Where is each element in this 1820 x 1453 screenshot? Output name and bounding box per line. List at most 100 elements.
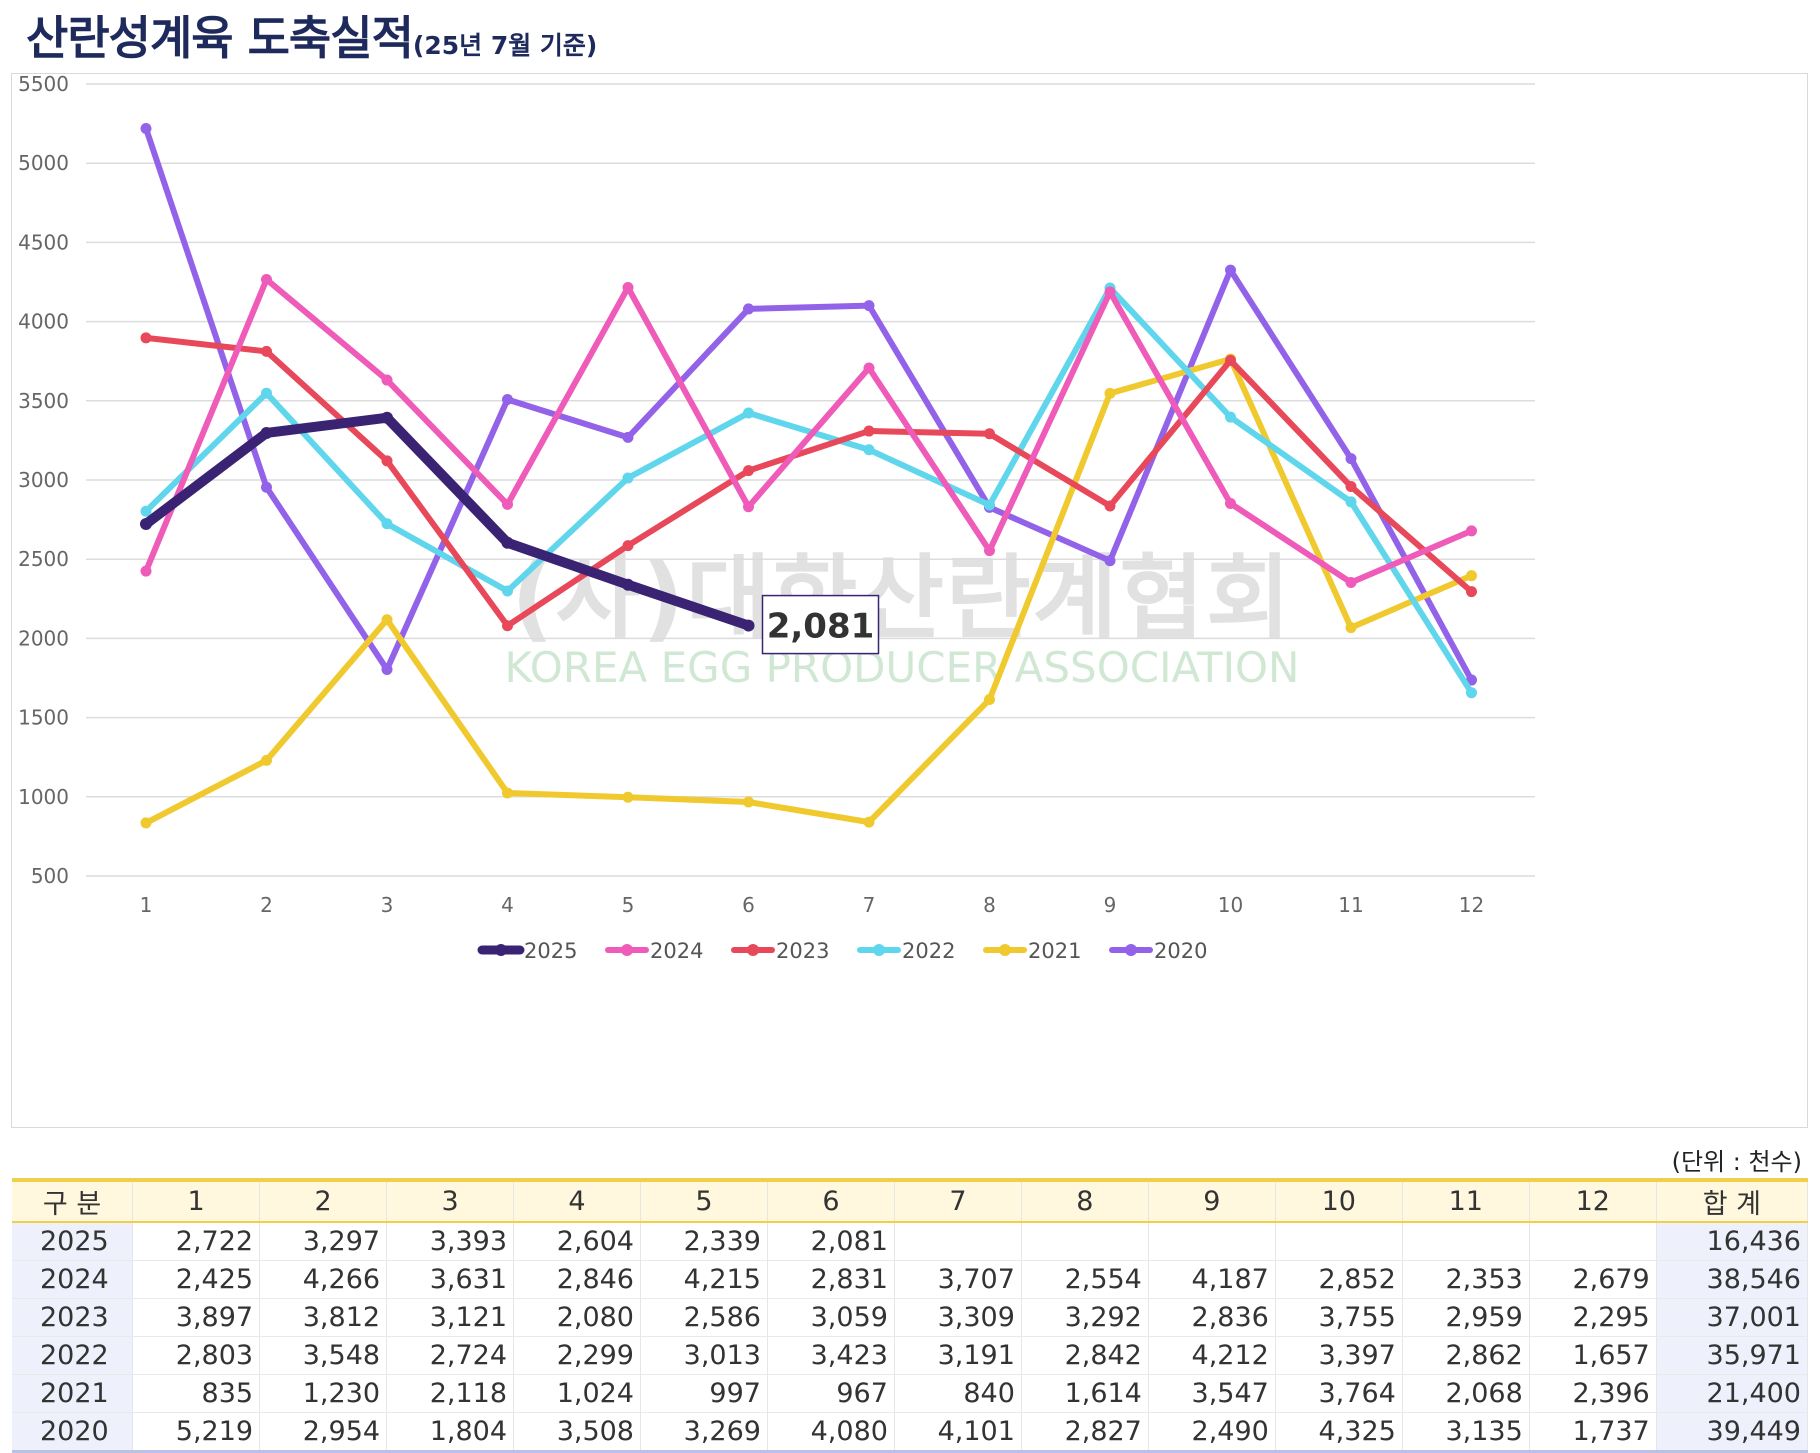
table-cell: 2,425 bbox=[132, 1260, 261, 1299]
table-body: 2025 2,722 3,297 3,393 2,604 2,339 2,081 16,436… bbox=[12, 1222, 1809, 1453]
table-cell: 2,068 bbox=[1402, 1374, 1530, 1413]
table-cell: 2,831 bbox=[767, 1260, 895, 1299]
data-point-2020 bbox=[261, 481, 272, 493]
table-cell: 2,396 bbox=[1529, 1374, 1657, 1413]
table-cell: 4,187 bbox=[1148, 1260, 1276, 1299]
row-year-cell: 2024 bbox=[12, 1260, 134, 1299]
data-point-2022 bbox=[261, 387, 272, 399]
data-point-2024 bbox=[381, 374, 393, 386]
title-main: 산란성계육 도축실적 bbox=[26, 11, 414, 65]
table-row: 2024 2,425 4,266 3,631 2,846 4,215 2,831 3,707 2… bbox=[12, 1260, 1809, 1299]
data-point-2024 bbox=[261, 273, 272, 285]
data-point-2022 bbox=[502, 585, 513, 597]
table-cell: 4,215 bbox=[640, 1260, 768, 1299]
data-point-2025 bbox=[140, 518, 152, 531]
y-tick-label: 3000 bbox=[18, 468, 69, 492]
table-cell: 2,604 bbox=[513, 1222, 641, 1261]
data-point-2021 bbox=[743, 796, 754, 808]
legend-label-2022: 2022 bbox=[902, 939, 955, 963]
table-cell: 2,295 bbox=[1529, 1298, 1657, 1337]
chart-container: (사)대한산란계협회 KOREA EGG PRODUCER ASSOCIATIO… bbox=[11, 73, 1808, 1128]
data-point-2023 bbox=[984, 428, 995, 440]
y-tick-label: 5500 bbox=[18, 74, 69, 96]
table-cell bbox=[1402, 1222, 1530, 1261]
row-total-cell: 16,436 bbox=[1656, 1222, 1809, 1261]
column-header: 11 bbox=[1402, 1178, 1530, 1223]
table-cell: 3,547 bbox=[1148, 1374, 1276, 1413]
table-cell: 4,080 bbox=[767, 1412, 895, 1453]
data-point-2022 bbox=[140, 505, 152, 517]
legend-marker-2023 bbox=[747, 944, 759, 956]
legend-marker-2020 bbox=[1125, 944, 1137, 956]
y-tick-label: 1500 bbox=[18, 706, 69, 730]
data-point-2023 bbox=[1225, 354, 1236, 366]
x-tick-label: 5 bbox=[622, 893, 635, 917]
legend-label-2021: 2021 bbox=[1028, 939, 1081, 963]
x-tick-label: 12 bbox=[1459, 893, 1484, 917]
callout-label: 2,081 bbox=[767, 607, 875, 647]
data-point-2020 bbox=[140, 123, 152, 135]
y-tick-label: 5000 bbox=[18, 151, 69, 175]
table-cell: 2,954 bbox=[259, 1412, 388, 1453]
data-point-2024 bbox=[863, 362, 875, 374]
data-point-2023 bbox=[622, 540, 634, 552]
row-total-cell: 39,449 bbox=[1656, 1412, 1809, 1453]
data-point-2024 bbox=[743, 501, 754, 513]
y-tick-label: 2000 bbox=[18, 626, 69, 650]
table-cell: 2,852 bbox=[1275, 1260, 1403, 1299]
data-point-2020 bbox=[381, 663, 393, 675]
series-line-2021 bbox=[143, 355, 1475, 826]
column-header: 2 bbox=[259, 1178, 388, 1223]
table-cell: 3,191 bbox=[894, 1336, 1022, 1375]
table-cell: 1,737 bbox=[1529, 1412, 1657, 1453]
table-cell: 2,827 bbox=[1021, 1412, 1149, 1453]
table-cell: 3,309 bbox=[894, 1298, 1022, 1337]
table-row: 2022 2,803 3,548 2,724 2,299 3,013 3,423 3,191 2… bbox=[12, 1336, 1809, 1375]
data-point-2020 bbox=[863, 300, 875, 312]
data-point-2023 bbox=[1104, 500, 1116, 512]
legend-label-2020: 2020 bbox=[1154, 939, 1207, 963]
table-cell: 4,101 bbox=[894, 1412, 1022, 1453]
table-cell bbox=[894, 1222, 1022, 1261]
table-cell: 3,897 bbox=[132, 1298, 261, 1337]
x-tick-label: 3 bbox=[381, 893, 394, 917]
table-cell: 4,266 bbox=[259, 1260, 388, 1299]
data-point-2021 bbox=[622, 791, 634, 803]
table-cell bbox=[1275, 1222, 1403, 1261]
data-point-2022 bbox=[381, 518, 393, 530]
table-cell: 3,013 bbox=[640, 1336, 768, 1375]
table-cell: 3,121 bbox=[386, 1298, 515, 1337]
table-cell: 2,353 bbox=[1402, 1260, 1530, 1299]
table-cell: 3,135 bbox=[1402, 1412, 1530, 1453]
table-row: 2025 2,722 3,297 3,393 2,604 2,339 2,081 16,436 bbox=[12, 1222, 1809, 1261]
y-tick-label: 1000 bbox=[18, 785, 69, 809]
title-subtitle: (25년 7월 기준) bbox=[412, 31, 598, 60]
data-point-2020 bbox=[1104, 555, 1116, 567]
data-point-2024 bbox=[622, 282, 634, 294]
column-header: 5 bbox=[640, 1178, 768, 1223]
data-point-2020 bbox=[502, 394, 513, 406]
table-cell: 2,803 bbox=[132, 1336, 261, 1375]
table-cell: 3,764 bbox=[1275, 1374, 1403, 1413]
table-cell: 2,846 bbox=[513, 1260, 641, 1299]
table-cell: 3,292 bbox=[1021, 1298, 1149, 1337]
data-point-2024 bbox=[984, 545, 995, 557]
data-point-2022 bbox=[984, 499, 995, 511]
data-point-2020 bbox=[622, 431, 634, 443]
legend-label-2025: 2025 bbox=[524, 939, 577, 963]
table-cell: 835 bbox=[132, 1374, 261, 1413]
table-cell: 997 bbox=[640, 1374, 768, 1413]
table-row: 2023 3,897 3,812 3,121 2,080 2,586 3,059 3,309 3… bbox=[12, 1298, 1809, 1337]
table-cell: 1,657 bbox=[1529, 1336, 1657, 1375]
table-cell: 3,548 bbox=[259, 1336, 388, 1375]
data-point-2024 bbox=[140, 565, 152, 577]
legend-marker-2022 bbox=[873, 944, 885, 956]
data-point-2023 bbox=[863, 425, 875, 437]
row-total-cell: 35,971 bbox=[1656, 1336, 1809, 1375]
legend-marker-2021 bbox=[999, 944, 1011, 956]
data-point-2022 bbox=[743, 407, 754, 419]
table-cell: 2,554 bbox=[1021, 1260, 1149, 1299]
table-cell: 1,804 bbox=[386, 1412, 515, 1453]
column-header: 3 bbox=[386, 1178, 515, 1223]
data-point-2021 bbox=[261, 754, 272, 766]
